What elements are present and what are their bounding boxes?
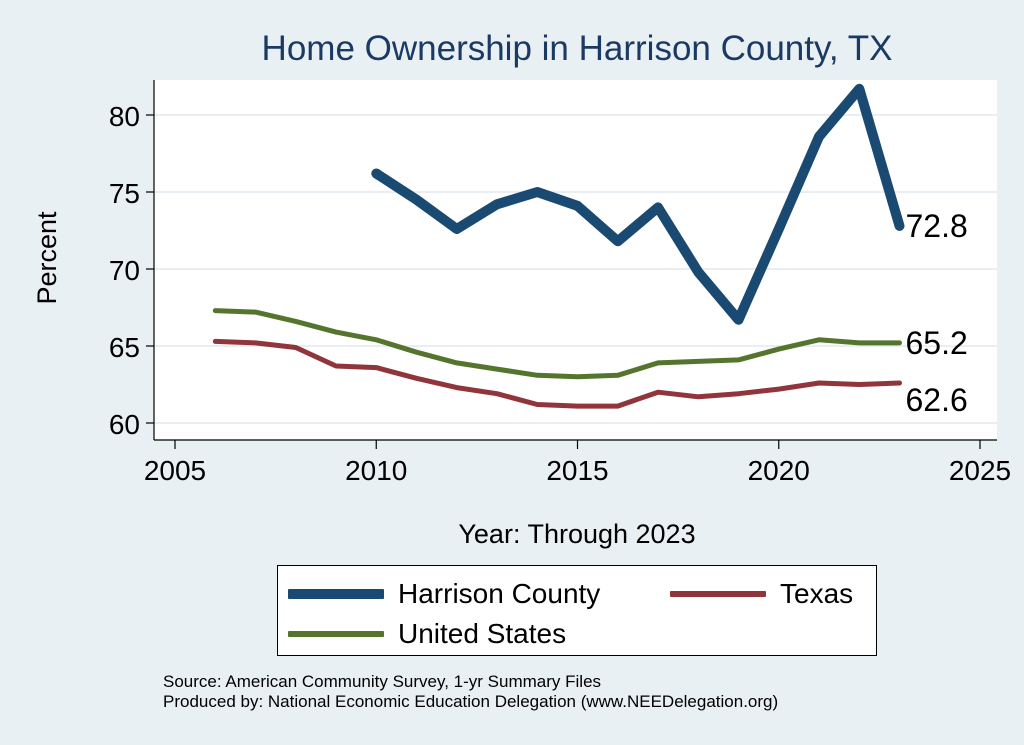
x-tick-label: 2020 <box>748 455 810 486</box>
legend: Harrison County Texas United States <box>277 565 877 656</box>
x-tick-label: 2025 <box>949 455 1011 486</box>
legend-label: Harrison County <box>398 578 601 609</box>
y-tick-label: 80 <box>109 101 140 132</box>
x-tick-label: 2015 <box>546 455 608 486</box>
y-tick-label: 75 <box>109 178 140 209</box>
end-labels: 72.8 62.6 65.2 <box>906 208 968 418</box>
legend-label: Texas <box>780 578 854 609</box>
plot-area <box>154 80 997 440</box>
legend-item-harrison-county: Harrison County <box>288 578 600 610</box>
end-label-texas: 62.6 <box>906 382 968 418</box>
series-line-texas <box>212 338 902 409</box>
legend-swatch-texas <box>670 591 766 597</box>
source-note: Source: American Community Survey, 1-yr … <box>163 672 602 691</box>
y-tick-label: 65 <box>109 332 140 363</box>
legend-item-united-states: United States <box>288 618 566 650</box>
legend-item-texas: Texas <box>670 578 853 610</box>
end-label-harrison-county: 72.8 <box>906 208 968 244</box>
series-line-harrison-county <box>371 83 905 325</box>
chart: Home Ownership in Harrison County, TX 60… <box>32 29 1011 549</box>
produced-by-note: Produced by: National Economic Education… <box>163 692 779 711</box>
series-line-united-states <box>212 308 902 380</box>
legend-label: United States <box>398 618 567 649</box>
y-tick-label: 70 <box>109 255 140 286</box>
x-tick-label: 2005 <box>144 455 206 486</box>
x-axis-label: Year: Through 2023 <box>458 519 695 549</box>
chart-title: Home Ownership in Harrison County, TX <box>262 29 893 68</box>
end-label-united-states: 65.2 <box>906 325 968 361</box>
series-lines <box>212 83 905 409</box>
x-tick-label: 2010 <box>345 455 407 486</box>
y-axis-label: Percent <box>32 211 62 305</box>
legend-swatch-harrison-county <box>288 589 384 599</box>
legend-swatch-united-states <box>288 631 384 637</box>
y-tick-label: 60 <box>109 409 140 440</box>
axes: 60 65 70 75 80 2005 2010 2015 2020 2025 <box>109 80 1011 486</box>
